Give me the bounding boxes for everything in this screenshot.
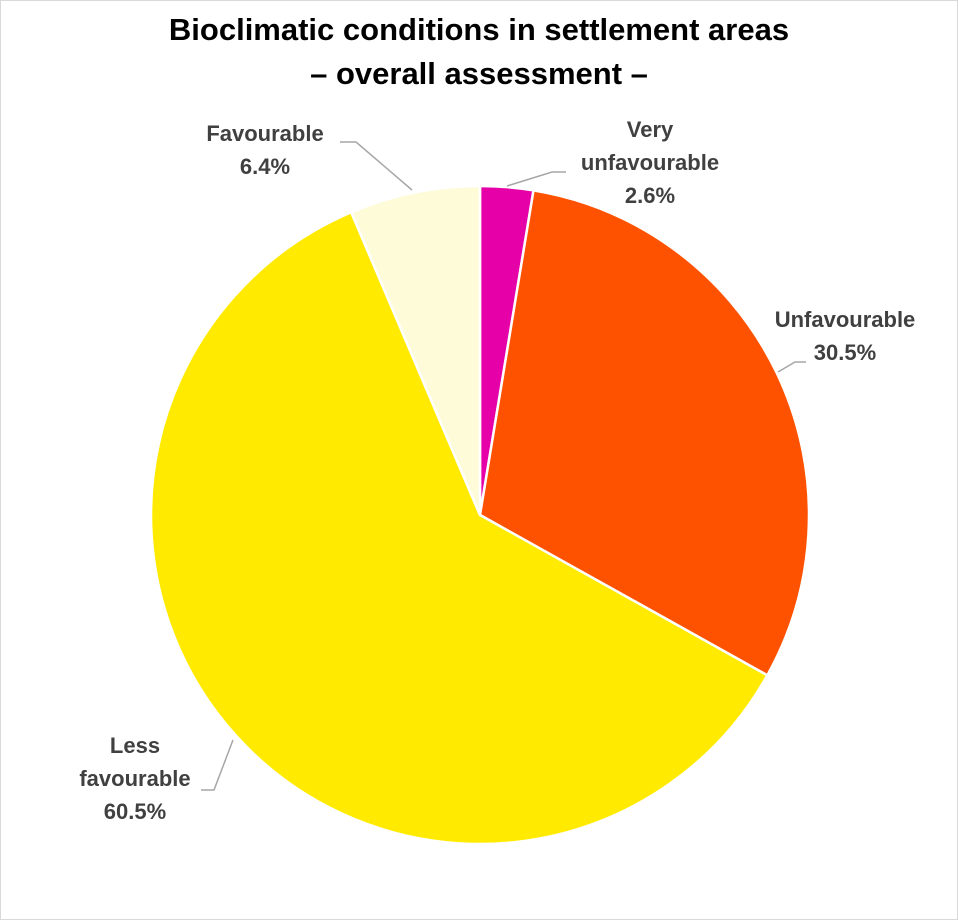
- slice-label-2: Unfavourable 30.5%: [775, 307, 916, 365]
- pie-slice-2: [478, 189, 811, 677]
- chart-title-line-2: – overall assessment –: [310, 56, 648, 91]
- slice-category-label: Very: [627, 117, 674, 142]
- leader-line-2: [777, 361, 806, 373]
- slice-label-3: Less favourable 60.5%: [79, 733, 190, 824]
- slice-category-label: Unfavourable: [775, 307, 916, 332]
- leader-lines: [201, 141, 806, 791]
- pie-slice-4: [349, 184, 482, 517]
- slice-category-label: Favourable: [206, 121, 323, 146]
- pie-slice-3: [149, 210, 769, 846]
- slice-value-label: 6.4%: [240, 154, 290, 179]
- leader-line-3: [201, 739, 234, 791]
- pie-slices: [149, 184, 811, 846]
- slice-category-label: unfavourable: [581, 150, 719, 175]
- leader-line-4: [340, 141, 413, 191]
- slice-labels: Very unfavourable 2.6% Unfavourable 30.5% Les…: [79, 117, 915, 824]
- slice-label-1: Very unfavourable 2.6%: [581, 117, 719, 208]
- chart-title-line-1: Bioclimatic conditions in settlement are…: [168, 12, 790, 47]
- chart-title: Bioclimatic conditions in settlement are…: [0, 8, 958, 96]
- slice-label-4: Favourable 6.4%: [206, 121, 323, 179]
- slice-value-label: 30.5%: [814, 340, 876, 365]
- leader-line-1: [506, 171, 566, 187]
- slice-value-label: 2.6%: [625, 183, 675, 208]
- slice-category-label: favourable: [79, 766, 190, 791]
- slice-value-label: 60.5%: [104, 799, 166, 824]
- slice-category-label: Less: [110, 733, 160, 758]
